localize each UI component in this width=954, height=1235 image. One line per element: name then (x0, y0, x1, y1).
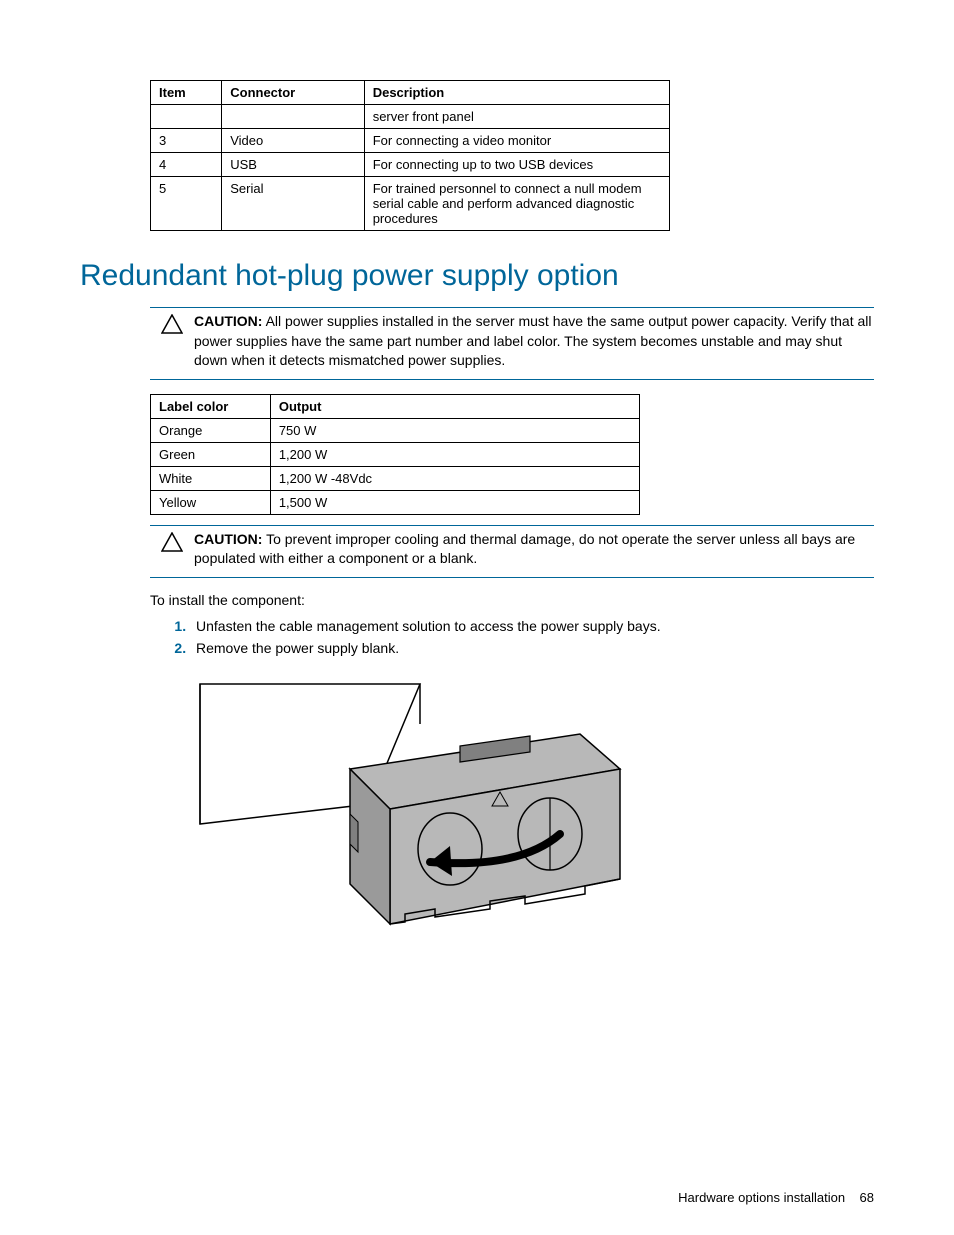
connector-table: Item Connector Description server front … (150, 80, 670, 231)
th-item: Item (151, 81, 222, 105)
table-row: Green 1,200 W (151, 442, 640, 466)
step-item: Unfasten the cable management solution t… (190, 618, 874, 634)
page: Item Connector Description server front … (0, 0, 954, 1235)
table-row: server front panel (151, 105, 670, 129)
table-row: 3 Video For connecting a video monitor (151, 129, 670, 153)
caution-icon (150, 312, 194, 334)
caution-box: CAUTION: All power supplies installed in… (150, 307, 874, 380)
page-footer: Hardware options installation 68 (678, 1190, 874, 1205)
footer-section: Hardware options installation (678, 1190, 845, 1205)
caution-body: To prevent improper cooling and thermal … (194, 531, 855, 567)
install-intro: To install the component: (150, 592, 874, 608)
table-header-row: Item Connector Description (151, 81, 670, 105)
section-heading: Redundant hot-plug power supply option (80, 259, 874, 293)
label-output-table: Label color Output Orange 750 W Green 1,… (150, 394, 640, 515)
th-connector: Connector (222, 81, 364, 105)
caution-label: CAUTION: (194, 313, 262, 329)
caution-box: CAUTION: To prevent improper cooling and… (150, 525, 874, 578)
caution-body: All power supplies installed in the serv… (194, 313, 872, 368)
th-label-color: Label color (151, 394, 271, 418)
table-row: Orange 750 W (151, 418, 640, 442)
table-row: Yellow 1,500 W (151, 490, 640, 514)
table-row: White 1,200 W -48Vdc (151, 466, 640, 490)
caution-text: CAUTION: To prevent improper cooling and… (194, 530, 874, 569)
caution-icon (150, 530, 194, 552)
th-output: Output (270, 394, 639, 418)
table-header-row: Label color Output (151, 394, 640, 418)
caution-text: CAUTION: All power supplies installed in… (194, 312, 874, 371)
table-row: 4 USB For connecting up to two USB devic… (151, 153, 670, 177)
install-steps: Unfasten the cable management solution t… (150, 618, 874, 656)
footer-page-number: 68 (860, 1190, 874, 1205)
table-row: 5 Serial For trained personnel to connec… (151, 177, 670, 231)
th-description: Description (364, 81, 669, 105)
caution-label: CAUTION: (194, 531, 262, 547)
step-item: Remove the power supply blank. (190, 640, 874, 656)
power-supply-diagram (190, 674, 874, 949)
